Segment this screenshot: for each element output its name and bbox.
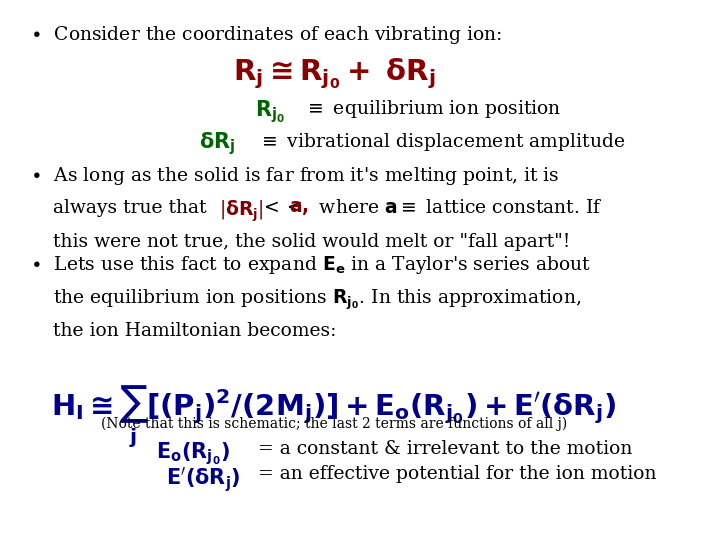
Text: $\equiv$ vibrational displacement amplitude: $\equiv$ vibrational displacement amplit… [258,131,626,153]
Text: $\bullet$  As long as the solid is far from it's melting point, it is: $\bullet$ As long as the solid is far fr… [30,165,559,187]
Text: $\mathbf{R_j \cong R_{j_0} +\ \delta R_j}$: $\mathbf{R_j \cong R_{j_0} +\ \delta R_j… [233,57,436,91]
Text: where $\mathbf{a} \equiv$ lattice constant. If: where $\mathbf{a} \equiv$ lattice consta… [313,199,603,217]
Text: $|\mathbf{\delta R_j}|$: $|\mathbf{\delta R_j}|$ [218,199,264,224]
Text: = an effective potential for the ion motion: = an effective potential for the ion mot… [258,465,657,483]
Text: $\equiv$ equilibrium ion position: $\equiv$ equilibrium ion position [305,98,562,120]
Text: the equilibrium ion positions $\mathbf{R_{j_0}}$. In this approximation,: the equilibrium ion positions $\mathbf{R… [53,288,582,312]
Text: (Note that this is schematic; the last 2 terms are functions of all j): (Note that this is schematic; the last 2… [101,417,567,431]
Text: this were not true, the solid would melt or "fall apart"!: this were not true, the solid would melt… [53,233,570,251]
Text: $\mathbf{E'(\delta R_j)}$: $\mathbf{E'(\delta R_j)}$ [166,465,240,494]
Text: the ion Hamiltonian becomes:: the ion Hamiltonian becomes: [53,322,337,340]
Text: $\mathbf{a,}$: $\mathbf{a,}$ [289,199,309,217]
Text: $\bullet$  Lets use this fact to expand $\mathbf{E_e}$ in a Taylor's series abou: $\bullet$ Lets use this fact to expand $… [30,254,591,276]
Text: always true that: always true that [53,199,219,217]
Text: $\mathbf{E_o(R_{j_0})}$: $\mathbf{E_o(R_{j_0})}$ [156,440,230,467]
Text: = a constant & irrelevant to the motion: = a constant & irrelevant to the motion [258,440,633,458]
Text: $\mathbf{\delta R_j}$: $\mathbf{\delta R_j}$ [199,131,235,158]
Text: $<<$: $<<$ [260,199,302,217]
Text: $\mathbf{H_I \cong \sum_j[(P_j)^2/(2M_j)] + E_o(R_{j_0}) + E'(\delta R_j)}$: $\mathbf{H_I \cong \sum_j[(P_j)^2/(2M_j)… [52,383,617,450]
Text: $\mathbf{R_{j_0}}$: $\mathbf{R_{j_0}}$ [255,98,285,125]
Text: $\bullet$  Consider the coordinates of each vibrating ion:: $\bullet$ Consider the coordinates of ea… [30,24,503,46]
